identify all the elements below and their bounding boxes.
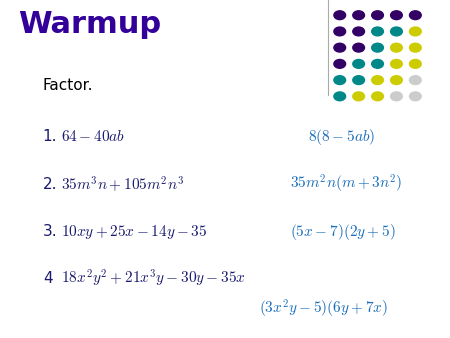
Text: 4: 4 [43,271,52,286]
Circle shape [410,43,421,52]
Circle shape [353,76,364,84]
Circle shape [372,76,383,84]
Text: $35m^3n+105m^2n^3$: $35m^3n+105m^2n^3$ [61,174,184,194]
Circle shape [372,27,383,36]
Text: 3.: 3. [43,224,58,239]
Text: Factor.: Factor. [43,78,93,93]
Circle shape [391,11,402,20]
Circle shape [353,27,364,36]
Circle shape [372,92,383,101]
Circle shape [334,43,346,52]
Text: 1.: 1. [43,129,57,144]
Circle shape [372,59,383,68]
Text: $18x^2y^2+21x^3y-30y-35x$: $18x^2y^2+21x^3y-30y-35x$ [61,268,246,289]
Circle shape [410,59,421,68]
Circle shape [391,59,402,68]
Circle shape [334,76,346,84]
Text: $35m^2n(m+3n^2)$: $35m^2n(m+3n^2)$ [290,173,403,195]
Circle shape [410,92,421,101]
Circle shape [391,43,402,52]
Text: $(3x^2y-5)(6y+7x)$: $(3x^2y-5)(6y+7x)$ [259,298,388,320]
Circle shape [410,27,421,36]
Circle shape [391,76,402,84]
Text: Warmup: Warmup [18,10,161,39]
Circle shape [353,43,364,52]
Circle shape [353,59,364,68]
Circle shape [410,11,421,20]
Circle shape [353,92,364,101]
Text: $10xy+25x-14y-35$: $10xy+25x-14y-35$ [61,222,207,241]
Circle shape [372,43,383,52]
Circle shape [334,59,346,68]
Circle shape [391,27,402,36]
Text: $(5x-7)(2y+5)$: $(5x-7)(2y+5)$ [290,221,396,242]
Circle shape [410,76,421,84]
Text: $64-40ab$: $64-40ab$ [61,129,125,144]
Circle shape [353,11,364,20]
Text: $8(8-5ab)$: $8(8-5ab)$ [308,127,375,147]
Circle shape [391,92,402,101]
Circle shape [334,27,346,36]
Circle shape [334,92,346,101]
Text: 2.: 2. [43,177,57,192]
Circle shape [372,11,383,20]
Circle shape [334,11,346,20]
